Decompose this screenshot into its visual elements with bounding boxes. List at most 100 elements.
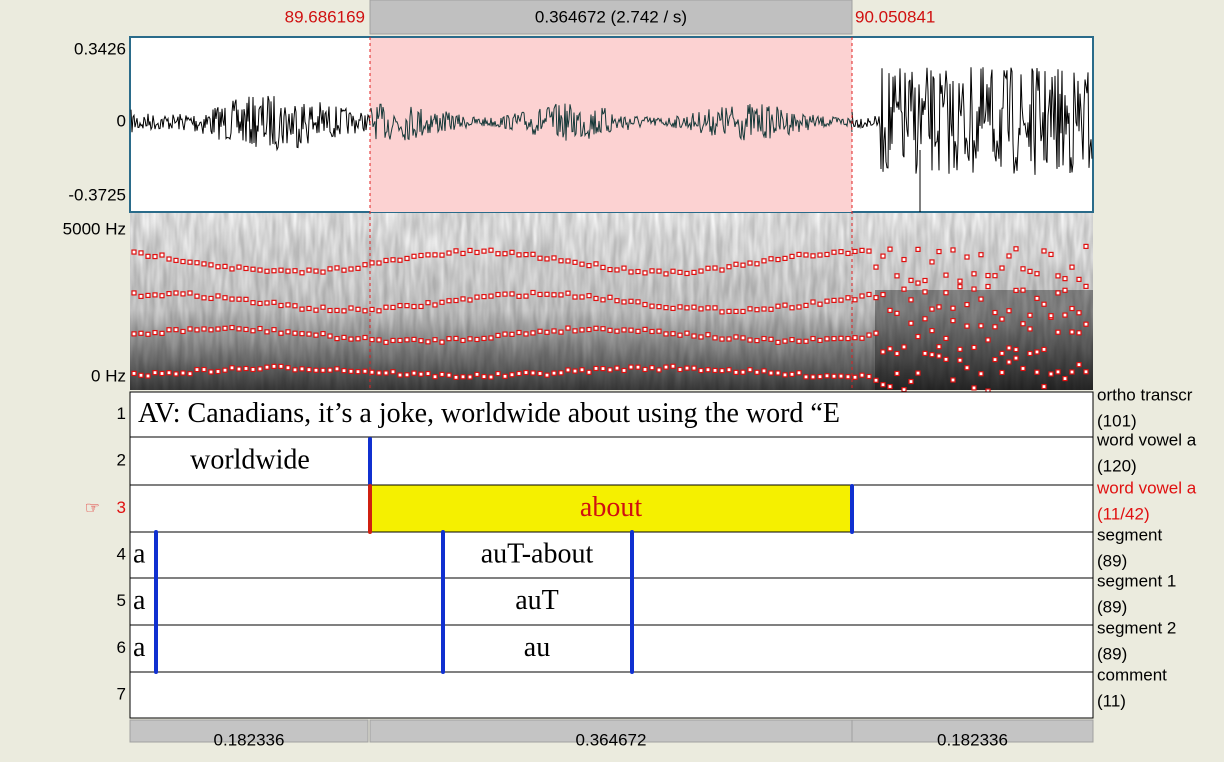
interval-text[interactable]: auT-about <box>481 538 594 569</box>
formant-dot <box>474 294 480 300</box>
formant-dot <box>705 305 711 311</box>
formant-dot <box>194 327 200 333</box>
formant-dot <box>159 252 165 258</box>
formant-dot <box>929 306 935 312</box>
formant-dot <box>285 302 291 308</box>
formant-dot <box>1076 330 1082 336</box>
formant-dot <box>726 308 732 314</box>
formant-dot <box>789 305 795 311</box>
duration-box[interactable] <box>129 719 369 743</box>
formant-dot <box>236 326 242 332</box>
formant-dot <box>460 374 466 380</box>
formant-dot <box>509 331 515 337</box>
formant-dot <box>838 373 844 379</box>
formant-dot <box>215 326 221 332</box>
interval-text[interactable]: a <box>133 632 146 663</box>
formant-dot <box>635 328 641 334</box>
formant-dot <box>740 262 746 268</box>
formant-dot <box>964 365 970 371</box>
formant-dot <box>691 269 697 276</box>
formant-dot <box>649 268 655 274</box>
interval-text[interactable]: auT <box>515 585 559 616</box>
formant-dot <box>278 267 284 273</box>
formant-dot <box>271 268 277 274</box>
formant-dot <box>1027 268 1033 274</box>
formant-dot <box>138 293 144 299</box>
formant-dot <box>558 370 564 376</box>
formant-dot <box>901 256 907 263</box>
formant-dot <box>530 251 536 257</box>
formant-dot <box>432 337 438 343</box>
interval-text[interactable]: about <box>580 492 642 523</box>
tier-name[interactable]: word vowel a <box>1096 430 1197 449</box>
interval-text[interactable]: a <box>133 585 146 616</box>
formant-dot <box>621 367 627 374</box>
formant-dot <box>229 266 235 272</box>
formant-dot <box>544 372 550 378</box>
formant-dot <box>1083 283 1089 289</box>
formant-dot <box>411 253 417 259</box>
formant-dot <box>810 299 816 305</box>
formant-dot <box>173 290 179 296</box>
formant-dot <box>383 339 389 345</box>
formant-dot <box>313 268 319 274</box>
formant-dot <box>390 304 396 311</box>
interval-text[interactable]: au <box>524 632 550 663</box>
tier-number: 6 <box>117 638 126 657</box>
selection-bar[interactable] <box>369 0 853 35</box>
formant-dot <box>145 292 151 299</box>
formant-dot <box>985 283 991 290</box>
tier-area[interactable] <box>129 391 1094 719</box>
formant-dot <box>586 326 592 333</box>
formant-dot <box>425 339 431 345</box>
formant-dot <box>341 308 347 314</box>
tier-name[interactable]: segment 1 <box>1097 571 1176 590</box>
formant-dot <box>201 261 207 267</box>
tier-name[interactable]: comment <box>1097 665 1167 684</box>
formant-dot <box>1055 369 1061 375</box>
formant-dot <box>369 369 375 375</box>
formant-dot <box>327 266 333 272</box>
formant-dot <box>530 370 536 376</box>
formant-dot <box>607 266 613 273</box>
formant-dot <box>341 267 347 273</box>
interval-text[interactable]: a <box>133 538 146 569</box>
formant-dot <box>866 291 872 298</box>
tier-count: (89) <box>1097 551 1127 570</box>
formant-dot <box>754 337 760 344</box>
formant-dot <box>152 370 158 376</box>
formant-dot <box>1076 362 1082 368</box>
formant-dot <box>502 373 508 379</box>
formant-dot <box>908 378 914 385</box>
formant-dot <box>1069 329 1075 335</box>
formant-dot <box>502 331 508 337</box>
formant-dot <box>208 295 214 302</box>
tier-name[interactable]: segment 2 <box>1097 618 1176 637</box>
formant-dot <box>159 330 165 336</box>
formant-dot <box>950 247 956 253</box>
formant-dot <box>796 370 802 376</box>
tier-name[interactable]: ortho transcr <box>1097 385 1193 404</box>
tier-name[interactable]: segment <box>1097 525 1162 544</box>
selected-interval[interactable] <box>370 485 852 532</box>
formant-dot <box>250 366 256 373</box>
interval-text[interactable]: worldwide <box>190 444 310 475</box>
formant-dot <box>565 290 571 296</box>
formant-dot <box>299 306 305 312</box>
formant-dot <box>320 331 326 337</box>
formant-dot <box>1020 266 1026 272</box>
formant-dot <box>418 303 424 310</box>
formant-dot <box>271 299 277 305</box>
formant-dot <box>390 369 396 375</box>
formant-dot <box>229 324 235 331</box>
formant-dot <box>726 367 732 373</box>
formant-dot <box>789 253 795 260</box>
formant-dot <box>502 291 508 297</box>
duration-box[interactable] <box>851 719 1094 743</box>
tier-name[interactable]: word vowel a <box>1096 478 1197 497</box>
interval-text[interactable]: AV: Canadians, it’s a joke, worldwide ab… <box>138 398 840 429</box>
formant-dot <box>474 249 480 256</box>
formant-dot <box>278 302 284 309</box>
formant-dot <box>425 370 431 377</box>
formant-dot <box>1062 312 1068 318</box>
